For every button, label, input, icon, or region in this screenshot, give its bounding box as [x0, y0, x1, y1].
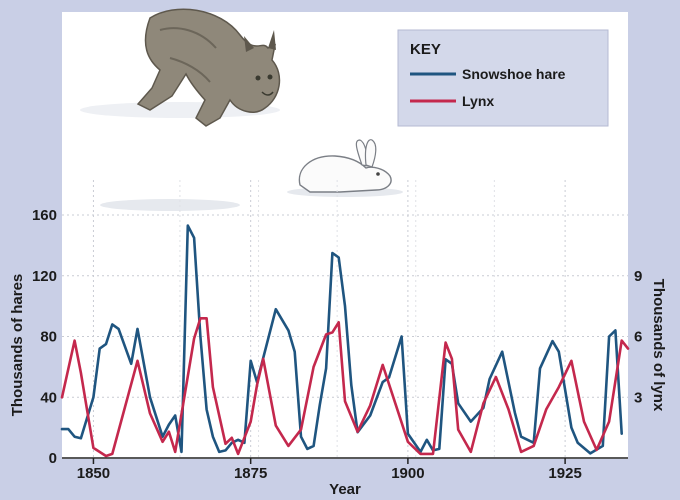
gridlines — [62, 180, 628, 458]
left-y-tick-group: 0 40 80 120 160 — [32, 207, 57, 467]
legend-label-lynx: Lynx — [462, 93, 494, 109]
left-y-tick-label: 40 — [40, 389, 57, 406]
right-y-tick-label: 9 — [634, 268, 642, 285]
legend-title: KEY — [410, 41, 441, 58]
x-tick-label: 1850 — [77, 465, 110, 482]
x-tick-label: 1875 — [234, 465, 267, 482]
left-y-tick-label: 160 — [32, 207, 57, 224]
right-y-axis-title: Thousands of lynx — [650, 279, 667, 412]
legend-label-hare: Snowshoe hare — [462, 66, 566, 82]
x-tick-label: 1925 — [548, 465, 581, 482]
x-tick-label: 1900 — [391, 465, 424, 482]
legend: KEY Snowshoe hare Lynx — [397, 29, 609, 127]
right-y-tick-label: 6 — [634, 329, 642, 346]
right-y-tick-label: 3 — [634, 389, 642, 406]
left-y-axis-title: Thousands of hares — [9, 274, 26, 417]
right-y-tick-group: 3 6 9 — [634, 268, 642, 407]
series-group — [60, 224, 630, 458]
lynx-illustration — [80, 8, 281, 211]
x-axis-title: Year — [329, 481, 361, 498]
x-tick-group: 1850 1875 1900 1925 — [77, 458, 582, 482]
hare-illustration — [287, 139, 403, 197]
legend-box — [397, 29, 609, 127]
lynx-series-line — [60, 316, 630, 458]
hare-series-line — [60, 224, 624, 455]
left-y-tick-label: 120 — [32, 268, 57, 285]
left-y-tick-label: 0 — [49, 450, 57, 467]
left-y-tick-label: 80 — [40, 329, 57, 346]
